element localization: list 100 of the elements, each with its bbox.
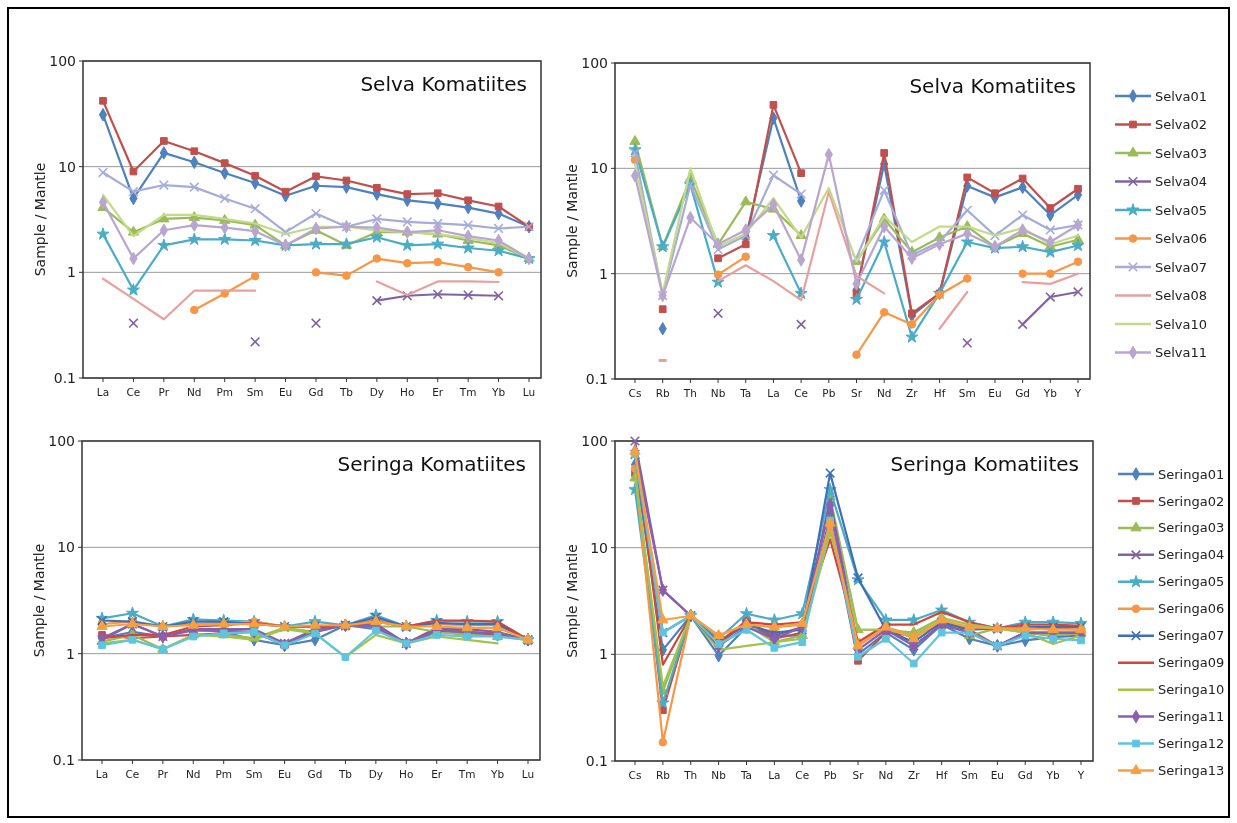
x-tick-label: Ce	[794, 387, 809, 399]
x-tick-label: Tb	[338, 386, 354, 398]
y-tick-label: 10	[57, 539, 75, 556]
y-tick-label: 0.1	[585, 370, 608, 387]
x-tick-label: Eu	[278, 386, 293, 398]
x-tick-label: Yb	[491, 386, 506, 398]
y-axis-title: Sample / Mantle	[31, 543, 47, 658]
legend-label: Selva07	[1155, 259, 1208, 275]
legend-label: Selva03	[1155, 145, 1208, 161]
text: Selva Komatiites	[360, 72, 527, 96]
legend-label: Seringa07	[1158, 628, 1225, 644]
x-tick-label: Nd	[187, 386, 202, 398]
x-tick-label: Pb	[823, 769, 837, 781]
y-tick-label: 100	[581, 432, 608, 449]
y-axis-title: Sample / Mantle	[564, 544, 580, 658]
x-tick-label: Eu	[990, 769, 1005, 781]
legend-label: Seringa09	[1158, 655, 1225, 671]
legend-label: Seringa11	[1158, 709, 1225, 725]
x-tick-label: Tm	[458, 386, 477, 398]
x-tick-label: Sm	[246, 386, 264, 398]
legend-label: Seringa13	[1158, 763, 1225, 779]
x-tick-label: Zr	[907, 769, 921, 781]
y-tick-label: 0.1	[585, 752, 608, 769]
legend-label: Seringa10	[1158, 682, 1225, 698]
y-tick-label: 0.1	[52, 751, 75, 768]
x-tick-label: Dy	[368, 768, 384, 780]
legend-label: Seringa06	[1158, 601, 1225, 617]
x-tick-label: Ce	[795, 769, 810, 781]
x-tick-label: Nd	[186, 768, 201, 780]
x-tick-label: Tm	[457, 768, 476, 780]
x-tick-label: Pm	[215, 768, 232, 780]
x-tick-label: Ce	[126, 386, 141, 398]
legend-label: Selva01	[1155, 88, 1208, 104]
legend-label: Seringa02	[1158, 493, 1225, 509]
x-tick-label: Sr	[851, 387, 863, 399]
legend-label: Seringa05	[1158, 574, 1225, 590]
y-tick-label: 100	[49, 52, 76, 69]
y-tick-label: 0.1	[53, 369, 76, 386]
x-tick-label: Gd	[308, 386, 324, 398]
x-tick-label: Ce	[125, 768, 140, 780]
legend-label: Seringa12	[1158, 736, 1225, 752]
legend-label: Seringa01	[1158, 466, 1225, 482]
y-tick-label: 1	[67, 264, 76, 281]
x-tick-label: Eu	[988, 387, 1002, 399]
y-tick-label: 10	[590, 539, 608, 556]
legend-label: Seringa04	[1158, 547, 1225, 563]
x-tick-label: Yb	[1042, 387, 1058, 399]
x-tick-label: Sm	[958, 387, 976, 399]
x-tick-label: Er	[432, 386, 444, 398]
y-tick-label: 10	[58, 158, 76, 175]
x-tick-label: Yb	[1045, 769, 1060, 781]
x-tick-label: Pm	[216, 386, 233, 398]
legend-label: Selva05	[1155, 202, 1208, 218]
x-tick-label: Pr	[158, 386, 170, 398]
y-tick-label: 1	[599, 265, 608, 282]
y-tick-label: 1	[599, 646, 608, 663]
x-tick-label: Sm	[245, 768, 263, 780]
x-tick-label: Yb	[490, 768, 505, 780]
legend-label: Selva08	[1155, 288, 1208, 304]
x-tick-label: Gd	[1017, 769, 1033, 781]
text: Seringa Komatiites	[337, 452, 526, 476]
x-tick-label: Sm	[961, 769, 978, 781]
x-tick-label: Gd	[307, 768, 323, 780]
legend-label: Selva10	[1155, 316, 1208, 332]
legend-label: Selva06	[1155, 231, 1208, 247]
x-tick-label: La	[96, 386, 110, 398]
y-tick-label: 10	[590, 160, 608, 177]
x-tick-label: Nb	[710, 387, 726, 399]
legend-label: Seringa03	[1158, 520, 1225, 536]
x-tick-label: Rb	[655, 769, 671, 781]
y-tick-label: 100	[48, 432, 75, 449]
x-tick-label: La	[768, 769, 781, 781]
x-tick-label: Pb	[822, 387, 836, 399]
x-tick-label: Gd	[1015, 387, 1031, 399]
legend-label: Selva02	[1155, 117, 1208, 133]
x-tick-label: Rb	[655, 387, 670, 399]
x-tick-label: Nd	[878, 769, 894, 781]
x-tick-label: Y	[1073, 387, 1082, 399]
x-tick-label: Zr	[906, 387, 919, 399]
x-tick-label: Nb	[711, 769, 727, 781]
x-tick-label: Ta	[739, 387, 752, 399]
x-tick-label: Ho	[400, 386, 415, 398]
text: Selva Komatiites	[909, 74, 1076, 98]
x-tick-label: Th	[682, 387, 697, 399]
x-tick-label: Tb	[337, 768, 353, 780]
text: Seringa Komatiites	[890, 452, 1079, 476]
y-tick-label: 1	[66, 645, 75, 662]
x-tick-label: Lu	[522, 386, 536, 398]
y-axis-title: Sample / Mantle	[564, 164, 580, 278]
y-tick-label: 100	[581, 54, 608, 71]
y-axis-title: Sample / Mantle	[32, 162, 48, 277]
x-tick-label: Er	[431, 768, 443, 780]
x-tick-label: Hf	[935, 769, 948, 781]
x-tick-label: Y	[1076, 769, 1085, 781]
x-tick-label: Sr	[852, 769, 865, 781]
x-tick-label: Nd	[876, 387, 892, 399]
x-tick-label: La	[95, 768, 109, 780]
x-tick-label: Dy	[369, 386, 385, 398]
x-tick-label: Lu	[521, 768, 535, 780]
x-tick-label: Eu	[277, 768, 292, 780]
